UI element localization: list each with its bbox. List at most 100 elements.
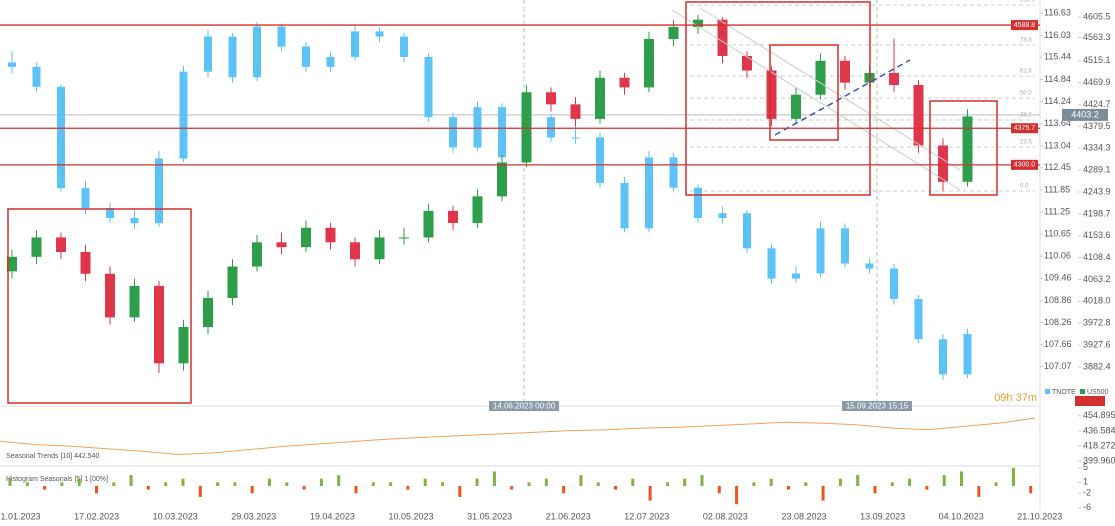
y-tick-label: 4563.3 [1083,32,1111,42]
y2-tick-label: 108.26 [1044,317,1072,327]
y-tick-label: 4198.7 [1083,208,1111,218]
candle-body [253,26,261,78]
x-tick-label: 31.05.2023 [467,511,512,521]
histogram-bar [596,482,600,486]
histogram-bar [614,486,617,490]
y-tick-label: 4424.7 [1083,99,1111,109]
x-tick-label: 21.06.2023 [546,511,591,521]
candle-body [80,251,91,274]
candle-body [106,208,114,219]
y2-tick-label: 109.46 [1044,273,1072,283]
histogram-bar [268,478,271,486]
histogram-bar [441,482,444,486]
candle-body [179,71,188,159]
y2-tick-label: 114.24 [1044,96,1071,106]
candle-body [743,213,751,249]
histogram-bar [648,486,652,501]
y-tick-label: 4018.0 [1083,296,1111,306]
candle-body [351,31,359,57]
candle-body [56,237,66,252]
candle-body [400,36,408,57]
candle-body [399,237,409,239]
x-tick-label: 31.01.2023 [0,511,41,521]
y-tick-label: 4379.5 [1083,121,1111,131]
channel-line [699,7,961,171]
level-label: 4300.0 [1014,162,1036,169]
candle-body [792,273,800,279]
pane-title: Seasonal Trends [10] 442.540 [6,453,100,460]
histogram-bar [700,475,704,486]
y2-tick-label: 114.84 [1044,74,1071,84]
histogram-bar [354,486,358,494]
candle-body [228,36,237,78]
toolbar-button[interactable] [1075,396,1105,406]
candle-body [841,228,849,264]
timer: 09h 37m [994,392,1037,404]
candle-body [816,228,825,274]
candle-body [717,19,728,56]
trend-line [774,59,911,136]
y-tick-label: 1 [1083,477,1088,487]
candle-body [473,107,482,148]
y2-tick-label: 116.03 [1044,30,1071,40]
histogram-bar [285,482,289,486]
histogram-bar [216,482,220,486]
y-tick-label: 3972.8 [1083,318,1111,328]
current-price-label: 4403.2 [1071,109,1099,119]
histogram-bar [960,471,963,486]
y-tick-label: 4289.1 [1083,165,1111,175]
histogram-bar [43,486,47,490]
histogram-bar [60,482,64,486]
pane-title: Histogram Seasonals [5] 1 [00%] [6,476,108,483]
histogram-bar [856,475,860,486]
y2-tick-label: 115.44 [1044,52,1071,62]
fib-label: 100.0 [1020,0,1036,4]
histogram-bar [562,486,566,494]
x-tick-label: 29.03.2023 [231,511,276,521]
candle-body [815,60,826,95]
level-label: 4588.8 [1014,22,1036,29]
y2-tick-label: 107.07 [1044,361,1072,371]
candle-body [31,237,42,257]
histogram-bar [787,486,790,490]
y-tick-label: 454.895 [1083,410,1115,420]
current-price-box [1062,108,1108,121]
candle-body [669,157,678,188]
histogram-bar [890,482,894,486]
y-tick-label: 418.272 [1083,440,1115,450]
y-tick-label: -6 [1083,502,1091,512]
crosshair-label-box [489,401,559,411]
candle-body [596,137,604,183]
level-label-box [1011,20,1038,31]
candle-body [889,72,899,85]
histogram-bar [492,471,496,486]
candle-body [498,107,506,158]
legend-swatch [1045,389,1050,394]
candle-body [791,94,801,119]
candle-body [570,104,581,119]
histogram-bar [406,486,410,490]
candle-body [962,116,973,182]
fib-label: 78.6 [1020,37,1032,43]
histogram-bar [319,478,323,486]
candle-body [694,187,702,219]
histogram-bar [873,486,877,494]
y-tick-label: 4063.2 [1083,274,1111,284]
y2-tick-label: 111.25 [1044,206,1070,216]
candle-body [547,117,555,138]
x-tick-label: 02.08.2023 [703,511,748,521]
candle-body [8,62,16,67]
candle-body [350,242,360,260]
candle-body [301,227,311,248]
histogram-bar [994,482,998,486]
candle-body [963,334,972,375]
y2-tick-label: 108.86 [1044,295,1072,305]
histogram-bar [527,482,531,486]
histogram-bar [250,486,254,494]
candle-body [375,31,384,37]
candle-body [81,188,90,209]
candle-body [449,117,457,148]
candle-body [204,36,212,72]
highlight-box [685,1,871,196]
